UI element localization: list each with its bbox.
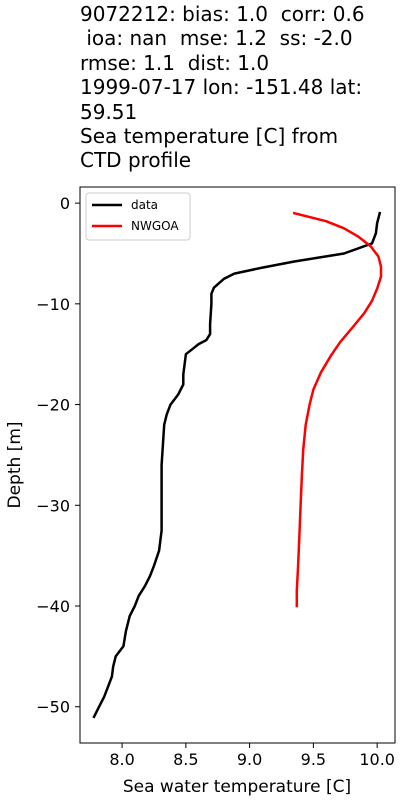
plot-frame bbox=[79, 186, 396, 744]
y-tick-label: 0 bbox=[60, 194, 70, 213]
y-tick-label: −20 bbox=[36, 396, 70, 415]
title-line-6: Sea temperature [C] from bbox=[80, 124, 339, 149]
title-line-4: 1999-07-17 lon: -151.48 lat: bbox=[80, 75, 363, 100]
legend-label-nwgoa: NWGOA bbox=[131, 219, 179, 233]
legend: data NWGOA bbox=[85, 192, 191, 241]
y-tick-label: −10 bbox=[36, 295, 70, 314]
title-line-5: 59.51 bbox=[80, 99, 138, 124]
x-tick-label: 9.0 bbox=[237, 750, 262, 769]
y-ticks: 0 −10 −20 −30 −40 −50 bbox=[36, 194, 80, 717]
y-tick-label: −50 bbox=[36, 698, 70, 717]
x-tick-label: 8.5 bbox=[173, 750, 198, 769]
y-tick-label: −40 bbox=[36, 597, 70, 616]
title-line-2: ioa: nan mse: 1.2 ss: -2.0 bbox=[80, 26, 353, 51]
series-line-data bbox=[92, 211, 382, 719]
x-tick-label: 8.0 bbox=[109, 750, 134, 769]
x-tick-label: 10.0 bbox=[359, 750, 395, 769]
series-line-nwgoa bbox=[292, 211, 383, 608]
x-tick-label: 9.5 bbox=[301, 750, 326, 769]
legend-label-data: data bbox=[131, 198, 158, 212]
title-line-1: 9072212: bias: 1.0 corr: 0.6 bbox=[80, 2, 365, 26]
chart-title: 9072212: bias: 1.0 corr: 0.6 ioa: nan ms… bbox=[80, 2, 398, 173]
y-axis-label: Depth [m] bbox=[5, 421, 25, 508]
y-tick-label: −30 bbox=[36, 496, 70, 515]
x-axis-label: Sea water temperature [C] bbox=[123, 777, 351, 797]
title-line-3: rmse: 1.1 dist: 1.0 bbox=[80, 50, 270, 75]
series-layer bbox=[92, 211, 383, 719]
x-ticks: 8.0 8.5 9.0 9.5 10.0 bbox=[109, 743, 395, 769]
title-line-7: CTD profile bbox=[80, 148, 192, 173]
